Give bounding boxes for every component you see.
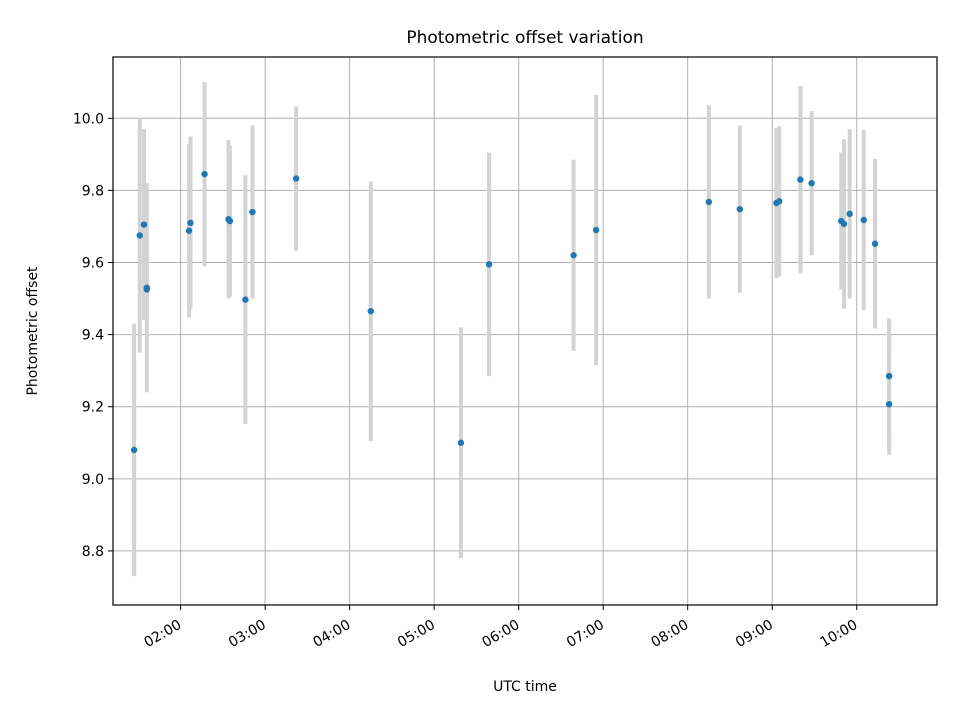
y-tick-label: 9.6 [82,256,104,272]
data-point [776,198,783,205]
data-point [846,210,853,218]
data-point [705,198,713,206]
y-tick-label: 8.8 [82,544,104,560]
data-point [808,179,815,187]
data-point [871,240,879,247]
y-tick-label: 9.4 [82,328,104,344]
y-tick-label: 9.8 [82,183,104,199]
data-point [797,176,804,183]
data-point [570,252,577,259]
y-tick-label: 10.0 [73,111,104,127]
y-axis-label: Photometric offset [25,266,41,396]
data-point [187,219,194,227]
data-point [592,226,600,234]
data-point [885,400,893,408]
data-point [367,307,374,315]
x-axis-label: UTC time [493,679,557,695]
data-point [840,220,848,228]
data-point [185,227,193,234]
data-point [885,372,893,380]
data-point [292,175,300,182]
data-point [736,205,744,213]
y-tick-label: 9.0 [82,472,104,488]
plot-frame [112,56,938,606]
data-point [143,286,151,293]
data-point [226,217,234,225]
y-axis-ticks: 8.8 9.0 9.2 9.4 9.6 9.8 10.0 [73,111,113,560]
chart-title: Photometric offset variation [406,28,643,48]
data-point [136,232,143,239]
data-point [485,261,493,268]
data-point [860,216,867,224]
y-tick-label: 9.2 [82,400,104,416]
data-point [130,446,138,454]
data-points [130,170,893,454]
data-point [457,439,465,446]
data-point [201,170,208,178]
data-point [249,208,256,216]
data-point [242,296,249,303]
data-point [140,221,148,228]
